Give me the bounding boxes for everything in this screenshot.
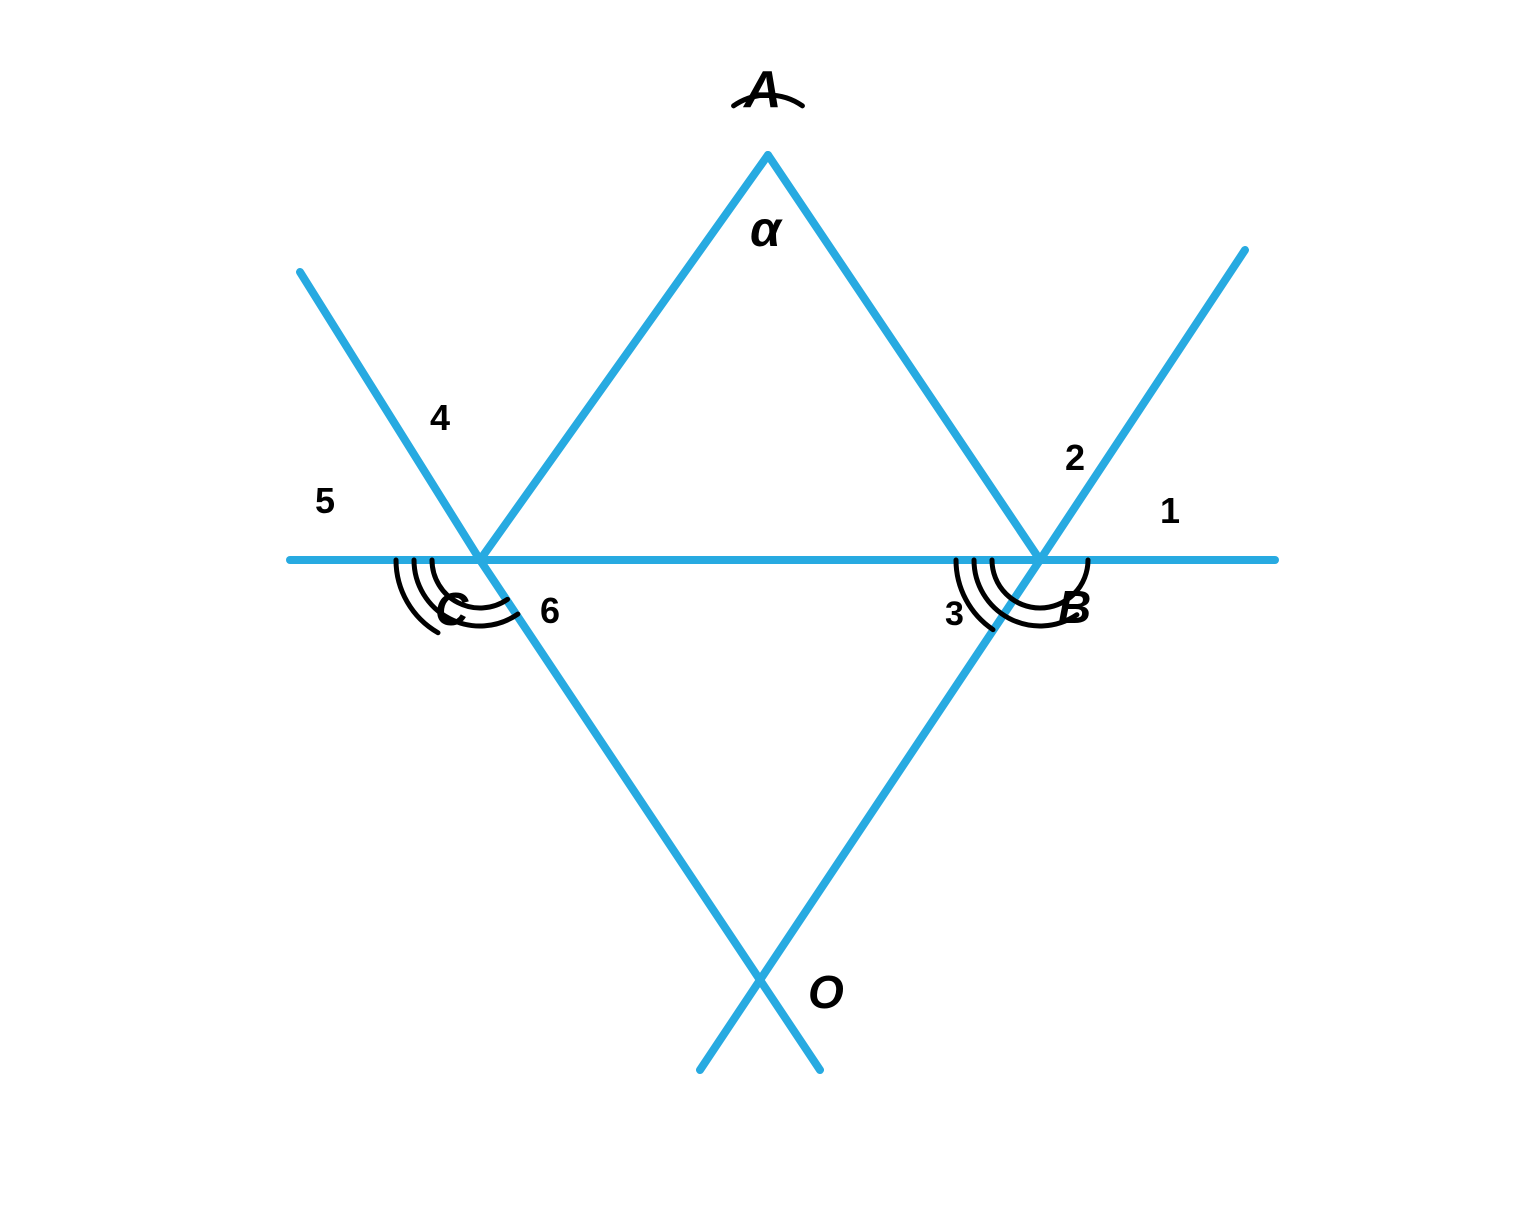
point-label-C: C xyxy=(435,582,468,636)
geometry-diagram xyxy=(0,0,1536,1224)
point-label-A: A xyxy=(744,60,782,120)
angle-num-6: 6 xyxy=(540,590,560,632)
point-label-B: B xyxy=(1058,580,1091,634)
angle-num-2: 2 xyxy=(1065,437,1085,479)
angle-num-1: 1 xyxy=(1160,490,1180,532)
angle-num-4: 4 xyxy=(430,397,450,439)
angle-label-alpha: α xyxy=(750,200,781,258)
point-label-O: O xyxy=(808,965,844,1019)
angle-num-3: 3 xyxy=(945,595,964,634)
angle-num-5: 5 xyxy=(315,480,335,522)
